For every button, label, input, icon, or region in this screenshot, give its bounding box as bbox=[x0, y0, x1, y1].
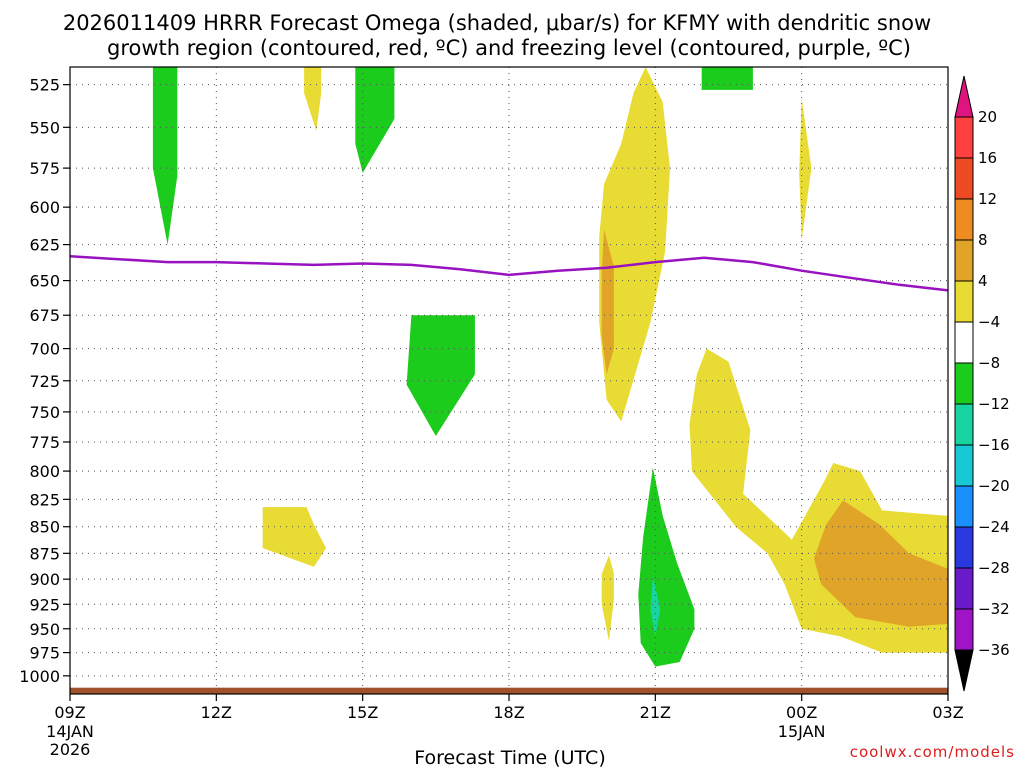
omega-region-yellow-1 bbox=[304, 67, 322, 131]
y-tick-label-725: 725 bbox=[29, 372, 60, 391]
omega-region-teal-13 bbox=[650, 576, 661, 637]
colorbar-level-10 bbox=[954, 485, 974, 528]
y-tick-label-750: 750 bbox=[29, 403, 60, 422]
colorbar-level-14 bbox=[954, 649, 974, 692]
colorbar-label-10: −24 bbox=[978, 518, 1010, 536]
omega-shaded-regions bbox=[152, 67, 948, 667]
x-tick-label-03Z: 03Z bbox=[932, 703, 963, 722]
y-tick-label-775: 775 bbox=[29, 433, 60, 452]
y-tick-label-700: 700 bbox=[29, 340, 60, 359]
colorbar-level-6 bbox=[954, 321, 974, 364]
x-tick-label-12Z: 12Z bbox=[201, 703, 232, 722]
colorbar-level-12 bbox=[954, 567, 974, 610]
colorbar-label-12: −32 bbox=[978, 600, 1010, 618]
colorbar-label-7: −12 bbox=[978, 395, 1010, 413]
x-tick-year-09Z: 2026 bbox=[50, 740, 91, 759]
omega-region-yellow-11 bbox=[601, 555, 614, 642]
omega-region-yellow-10 bbox=[262, 507, 327, 567]
x-tick-label-00Z: 00Z bbox=[786, 703, 817, 722]
y-tick-label-925: 925 bbox=[29, 595, 60, 614]
colorbar-label-8: −16 bbox=[978, 436, 1010, 454]
omega-region-green-2 bbox=[355, 67, 395, 173]
chart-title-line-2: growth region (contoured, red, ºC) and f… bbox=[107, 36, 911, 60]
y-tick-label-625: 625 bbox=[29, 236, 60, 255]
omega-region-yellow-6 bbox=[799, 98, 812, 241]
x-tick-date-00Z: 15JAN bbox=[778, 722, 826, 741]
colorbar-level-3 bbox=[954, 198, 974, 241]
y-tick-label-1000: 1000 bbox=[19, 667, 60, 686]
y-tick-label-525: 525 bbox=[29, 76, 60, 95]
x-tick-label-18Z: 18Z bbox=[493, 703, 524, 722]
omega-region-orange-4 bbox=[601, 229, 614, 375]
y-tick-label-875: 875 bbox=[29, 544, 60, 563]
freezing-level-layer bbox=[69, 255, 949, 292]
colorbar-level-5 bbox=[954, 280, 974, 323]
colorbar-label-9: −20 bbox=[978, 477, 1010, 495]
colorbar-level-2 bbox=[954, 157, 974, 200]
colorbar-level-4 bbox=[954, 239, 974, 282]
colorbar-label-0: 20 bbox=[978, 108, 997, 126]
x-axis-label: Forecast Time (UTC) bbox=[414, 747, 605, 768]
y-tick-label-675: 675 bbox=[29, 306, 60, 325]
colorbar-label-4: 4 bbox=[978, 272, 988, 290]
omega-region-green-12 bbox=[638, 467, 695, 667]
y-tick-label-600: 600 bbox=[29, 198, 60, 217]
omega-region-green-0 bbox=[152, 67, 178, 245]
colorbar-label-5: −4 bbox=[978, 313, 1000, 331]
colorbar-label-2: 12 bbox=[978, 190, 997, 208]
omega-region-orange-9 bbox=[813, 500, 948, 627]
x-tick-label-15Z: 15Z bbox=[347, 703, 378, 722]
colorbar-level-13 bbox=[954, 608, 974, 651]
y-tick-label-975: 975 bbox=[29, 644, 60, 663]
y-axis: 525 550 575 600 625 650 675 700 725 750 775 800 825 8… bbox=[19, 76, 70, 686]
colorbar-label-6: −8 bbox=[978, 354, 1000, 372]
colorbar-level-7 bbox=[954, 362, 974, 405]
y-tick-label-650: 650 bbox=[29, 272, 60, 291]
y-tick-label-550: 550 bbox=[29, 118, 60, 137]
colorbar-label-1: 16 bbox=[978, 149, 997, 167]
y-tick-label-950: 950 bbox=[29, 620, 60, 639]
colorbar-label-3: 8 bbox=[978, 231, 988, 249]
colorbar: 20 16 12 8 4 −4 −8 −12 −16 −20 −24 −28 −32 −36 bbox=[954, 75, 1010, 692]
surface-layer bbox=[70, 687, 948, 694]
colorbar-level-1 bbox=[954, 116, 974, 159]
colorbar-level-8 bbox=[954, 403, 974, 446]
y-tick-label-575: 575 bbox=[29, 159, 60, 178]
colorbar-label-11: −28 bbox=[978, 559, 1010, 577]
omega-region-green-5 bbox=[701, 67, 753, 90]
y-tick-label-800: 800 bbox=[29, 462, 60, 481]
colorbar-level-9 bbox=[954, 444, 974, 487]
colorbar-level-0 bbox=[954, 75, 974, 118]
colorbar-level-11 bbox=[954, 526, 974, 569]
y-tick-label-900: 900 bbox=[29, 570, 60, 589]
x-tick-date-09Z: 14JAN bbox=[46, 722, 94, 741]
y-tick-label-825: 825 bbox=[29, 490, 60, 509]
gridlines bbox=[70, 67, 948, 694]
colorbar-label-13: −36 bbox=[978, 641, 1010, 659]
x-tick-label-09Z: 09Z bbox=[54, 703, 85, 722]
omega-region-green-7 bbox=[406, 315, 475, 436]
chart-title-line-1: 2026011409 HRRR Forecast Omega (shaded, … bbox=[63, 11, 931, 35]
y-tick-label-850: 850 bbox=[29, 518, 60, 537]
freezing-level-line bbox=[69, 255, 949, 292]
surface-ground-bar bbox=[70, 687, 948, 694]
credit-text[interactable]: coolwx.com/models bbox=[850, 743, 1015, 761]
x-tick-label-21Z: 21Z bbox=[640, 703, 671, 722]
